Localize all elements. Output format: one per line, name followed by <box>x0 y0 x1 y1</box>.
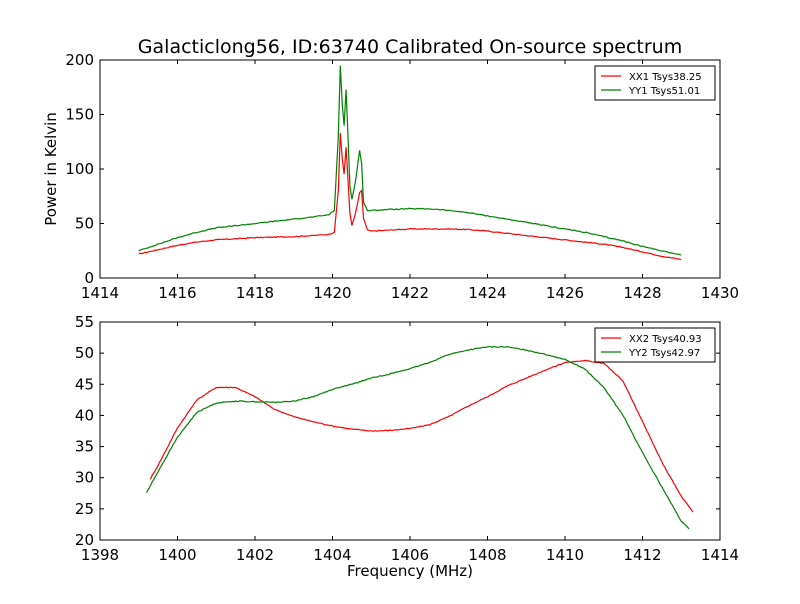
legend-box <box>594 327 716 363</box>
y-tick-label: 40 <box>75 406 94 424</box>
y-tick-label: 100 <box>65 160 94 178</box>
legend-entry: YY1 Tsys51.01 <box>628 86 700 97</box>
x-tick-label: 1424 <box>468 284 506 302</box>
legend-entry: XX1 Tsys38.25 <box>629 72 702 83</box>
x-tick-label: 1398 <box>81 546 119 564</box>
series-line-2 <box>145 345 690 530</box>
x-tick-label: 1420 <box>313 284 351 302</box>
x-tick-label: 1430 <box>701 284 739 302</box>
y-tick-label: 30 <box>75 469 94 487</box>
x-tick-label: 1402 <box>236 546 274 564</box>
y-tick-label: 50 <box>75 344 94 362</box>
y-tick-label: 45 <box>75 375 94 393</box>
y-tick-label: 50 <box>75 215 94 233</box>
x-tick-label: 1410 <box>546 546 584 564</box>
y-tick-label: 150 <box>65 106 94 124</box>
x-tick-label: 1400 <box>158 546 196 564</box>
series-line-2 <box>138 65 682 256</box>
legend-entry: XX2 Tsys40.93 <box>629 334 702 345</box>
legend-box <box>594 65 716 101</box>
x-tick-label: 1418 <box>236 284 274 302</box>
y-tick-label: 35 <box>75 438 94 456</box>
series-line-1 <box>138 133 682 261</box>
x-tick-label: 1412 <box>623 546 661 564</box>
x-tick-label: 1414 <box>81 284 119 302</box>
y-tick-label: 25 <box>75 500 94 518</box>
series-line-1 <box>149 359 694 513</box>
x-axis-label: Frequency (MHz) <box>347 562 473 580</box>
bottom-chart: Frequency (MHz) 1398 1400 1402 1404 1406 1408… <box>75 313 739 580</box>
y-axis-label: Power in Kelvin <box>42 112 60 226</box>
x-tick-label: 1428 <box>623 284 661 302</box>
x-tick-label: 1416 <box>158 284 196 302</box>
chart-title: Galacticlong56, ID:63740 Calibrated On-s… <box>138 36 682 58</box>
x-tick-label: 1408 <box>468 546 506 564</box>
x-tick-label: 1426 <box>546 284 584 302</box>
top-chart: Galacticlong56, ID:63740 Calibrated On-s… <box>42 36 739 302</box>
legend-entry: YY2 Tsys42.97 <box>628 348 700 359</box>
x-tick-label: 1404 <box>313 546 351 564</box>
y-tick-label: 200 <box>65 51 94 69</box>
y-tick-label: 0 <box>84 269 94 287</box>
legend: XX2 Tsys40.93 YY2 Tsys42.97 <box>594 327 716 363</box>
y-tick-label: 55 <box>75 313 94 331</box>
x-tick-label: 1406 <box>391 546 429 564</box>
x-tick-label: 1422 <box>391 284 429 302</box>
x-tick-label: 1414 <box>701 546 739 564</box>
y-tick-label: 20 <box>75 531 94 549</box>
legend: XX1 Tsys38.25 YY1 Tsys51.01 <box>594 65 716 101</box>
